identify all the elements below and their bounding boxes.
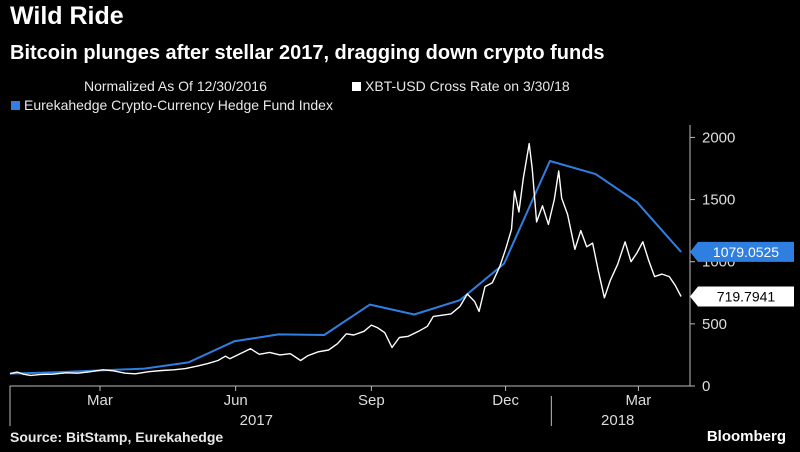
legend-label-eurekahedge: Eurekahedge Crypto-Currency Hedge Fund I…	[24, 97, 333, 113]
last-value-badge-eurekahedge	[690, 241, 794, 262]
x-tick-label: Dec	[492, 392, 519, 409]
y-tick-label: 1500	[702, 192, 735, 209]
legend-swatch-eurekahedge	[11, 100, 20, 110]
x-tick-label: Jun	[224, 392, 248, 409]
y-tick-label: 500	[702, 316, 727, 333]
series-line-eurekahedge	[9, 160, 682, 375]
y-tick-label: 2000	[702, 129, 735, 146]
last-value-label-eurekahedge: 1079.0525	[713, 244, 779, 260]
x-year-label: 2017	[240, 412, 273, 429]
chart-title: Wild Ride	[10, 2, 124, 30]
normalization-note: Normalized As Of 12/30/2016	[84, 78, 267, 94]
y-tick-label: 0	[702, 378, 710, 395]
last-value-badge-xbt	[690, 286, 794, 307]
legend-item-xbt: XBT-USD Cross Rate on 3/30/18	[352, 78, 570, 94]
source-note: Source: BitStamp, Eurekahedge	[10, 429, 224, 445]
chart-subtitle: Bitcoin plunges after stellar 2017, drag…	[10, 42, 605, 64]
legend-label-xbt: XBT-USD Cross Rate on 3/30/18	[365, 78, 570, 94]
x-tick-label: Mar	[625, 392, 651, 409]
x-tick-label: Mar	[87, 392, 113, 409]
legend-swatch-xbt	[352, 81, 361, 91]
last-value-label-xbt: 719.7941	[717, 289, 776, 305]
series-line-xbt	[9, 142, 682, 377]
x-tick-label: Sep	[358, 392, 385, 409]
brand-logo: Bloomberg	[706, 428, 786, 445]
x-year-label: 2018	[601, 412, 634, 429]
legend-item-eurekahedge: Eurekahedge Crypto-Currency Hedge Fund I…	[11, 97, 333, 113]
